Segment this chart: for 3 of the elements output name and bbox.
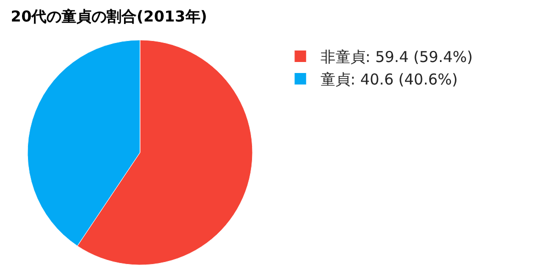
legend-label: 非童貞: 59.4 (59.4%) xyxy=(320,48,473,66)
chart-title: 20代の童貞の割合(2013年) xyxy=(10,7,208,26)
legend-label: 童貞: 40.6 (40.6%) xyxy=(320,70,458,89)
